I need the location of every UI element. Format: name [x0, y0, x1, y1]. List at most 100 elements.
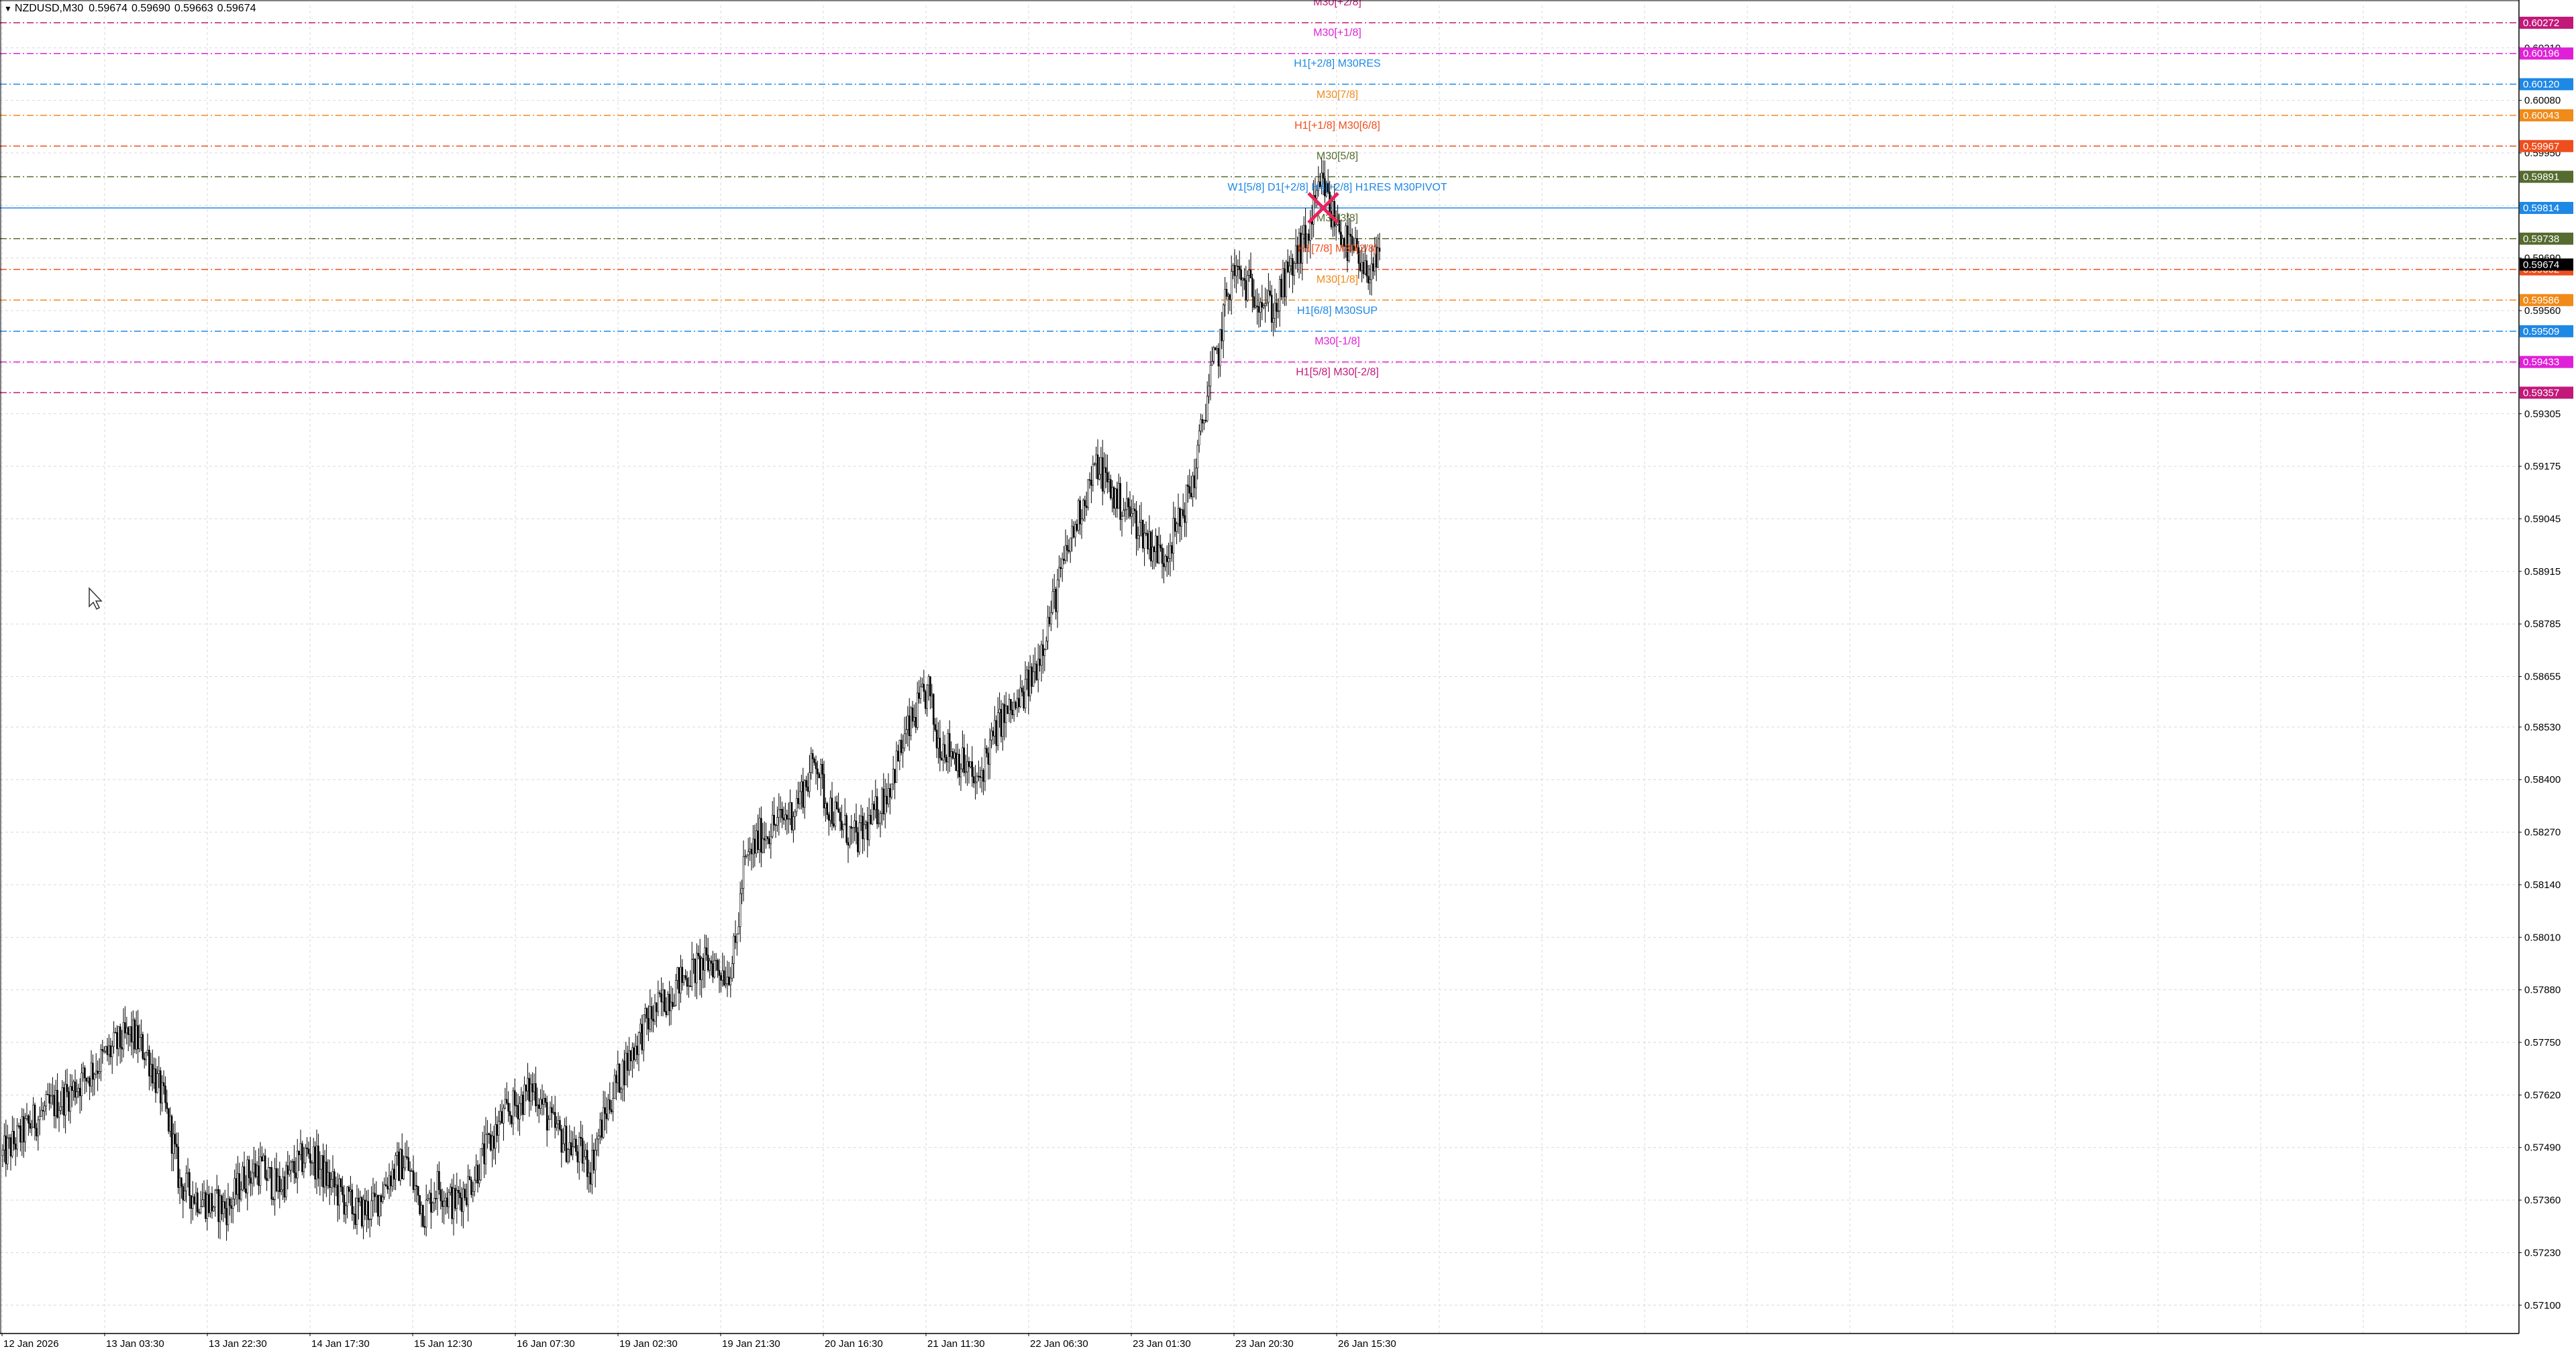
candle-body — [583, 1156, 585, 1164]
candle-body — [1316, 190, 1318, 199]
level-label: H1[6/8] M30SUP — [1297, 305, 1378, 317]
candle-body — [995, 720, 998, 746]
candle-body — [937, 737, 939, 749]
candle-body — [201, 1199, 203, 1207]
candle-body — [1169, 545, 1172, 559]
candle-body — [1354, 238, 1357, 251]
candle-body — [119, 1026, 121, 1048]
candle-body — [360, 1197, 363, 1227]
candle-body — [631, 1047, 633, 1062]
price-tag — [2520, 140, 2573, 152]
candle-body — [376, 1195, 379, 1217]
candle-body — [543, 1097, 545, 1105]
level-label: M30[-1/8] — [1315, 336, 1360, 347]
candle-body — [1209, 364, 1212, 386]
level-label: M30[+1/8] — [1313, 28, 1361, 39]
candle-body — [311, 1162, 313, 1164]
candle-body — [1168, 557, 1170, 562]
candle-body — [1302, 225, 1305, 235]
candle-body — [948, 733, 951, 757]
candle-body — [1364, 260, 1366, 274]
candle-body — [350, 1189, 352, 1192]
candle-body — [1188, 486, 1191, 494]
candle-body — [1132, 508, 1135, 514]
price-tag-label: 0.59433 — [2523, 357, 2559, 368]
candle-body — [617, 1063, 619, 1083]
candle-body — [122, 1022, 125, 1050]
candle-body — [673, 1005, 676, 1007]
price-tag-label: 0.59738 — [2523, 233, 2559, 245]
candle-body — [309, 1153, 311, 1163]
candle-body — [552, 1111, 555, 1113]
candle-body — [717, 960, 719, 971]
candle-body — [1140, 519, 1143, 523]
candle-body — [525, 1084, 527, 1092]
candle-body — [742, 856, 745, 889]
price-tag — [2520, 294, 2573, 307]
candle-body — [227, 1198, 229, 1226]
candle-body — [1066, 545, 1068, 551]
candle-body — [1069, 537, 1072, 552]
candle-body — [863, 824, 866, 839]
candle-body — [230, 1205, 233, 1209]
candle-body — [282, 1176, 284, 1191]
candle-body — [1176, 523, 1178, 532]
plot-background — [0, 5, 2519, 1334]
candle-body — [190, 1195, 193, 1209]
candle-body — [586, 1150, 588, 1177]
candle-body — [13, 1131, 15, 1144]
candle-body — [290, 1162, 292, 1171]
candle-body — [834, 802, 837, 826]
candle-body — [1232, 265, 1234, 272]
candle-body — [535, 1083, 537, 1106]
candle-body — [1278, 278, 1281, 312]
candle-body — [430, 1193, 432, 1213]
candle-body — [1095, 454, 1097, 464]
candle-body — [382, 1197, 384, 1202]
candle-body — [1143, 533, 1145, 549]
candle-body — [584, 1150, 587, 1157]
candle-body — [549, 1107, 552, 1120]
candle-body — [710, 961, 713, 964]
candle-body — [634, 1046, 637, 1061]
candle-body — [905, 729, 907, 735]
candle-body — [6, 1138, 9, 1164]
candle-body — [335, 1185, 338, 1188]
candle-body — [978, 775, 980, 777]
candle-body — [1127, 498, 1129, 507]
candle-body — [315, 1145, 318, 1180]
candle-body — [340, 1179, 342, 1187]
candle-body — [539, 1099, 542, 1109]
candle-body — [314, 1146, 316, 1180]
candle-body — [307, 1148, 310, 1154]
candle-body — [444, 1197, 447, 1201]
candle-body — [92, 1063, 94, 1080]
candle-body — [40, 1109, 42, 1117]
price-tag — [2520, 201, 2573, 214]
candle-body — [773, 814, 775, 826]
dropdown-arrow-icon[interactable]: ▼ — [4, 4, 12, 13]
candle-body — [760, 818, 762, 853]
candle-body — [1200, 419, 1202, 431]
candle-body — [501, 1111, 503, 1124]
candle-body — [1024, 679, 1027, 709]
candle-body — [1101, 457, 1104, 492]
candle-body — [527, 1078, 529, 1092]
candle-body — [1021, 688, 1023, 692]
candle-body — [390, 1175, 392, 1187]
candle-body — [847, 842, 849, 846]
candle-body — [958, 754, 960, 777]
level-label: M30[3/8] — [1317, 213, 1358, 224]
candle-body — [825, 803, 827, 809]
price-tag — [2520, 232, 2573, 245]
candle-body — [874, 796, 877, 810]
candle-body — [1335, 224, 1337, 227]
x-tick-label: 13 Jan 22:30 — [209, 1338, 267, 1350]
candle-body — [287, 1165, 289, 1175]
candle-body — [739, 893, 741, 927]
candle-body — [183, 1191, 186, 1201]
grid — [0, 5, 2519, 1334]
candle-body — [150, 1064, 152, 1077]
